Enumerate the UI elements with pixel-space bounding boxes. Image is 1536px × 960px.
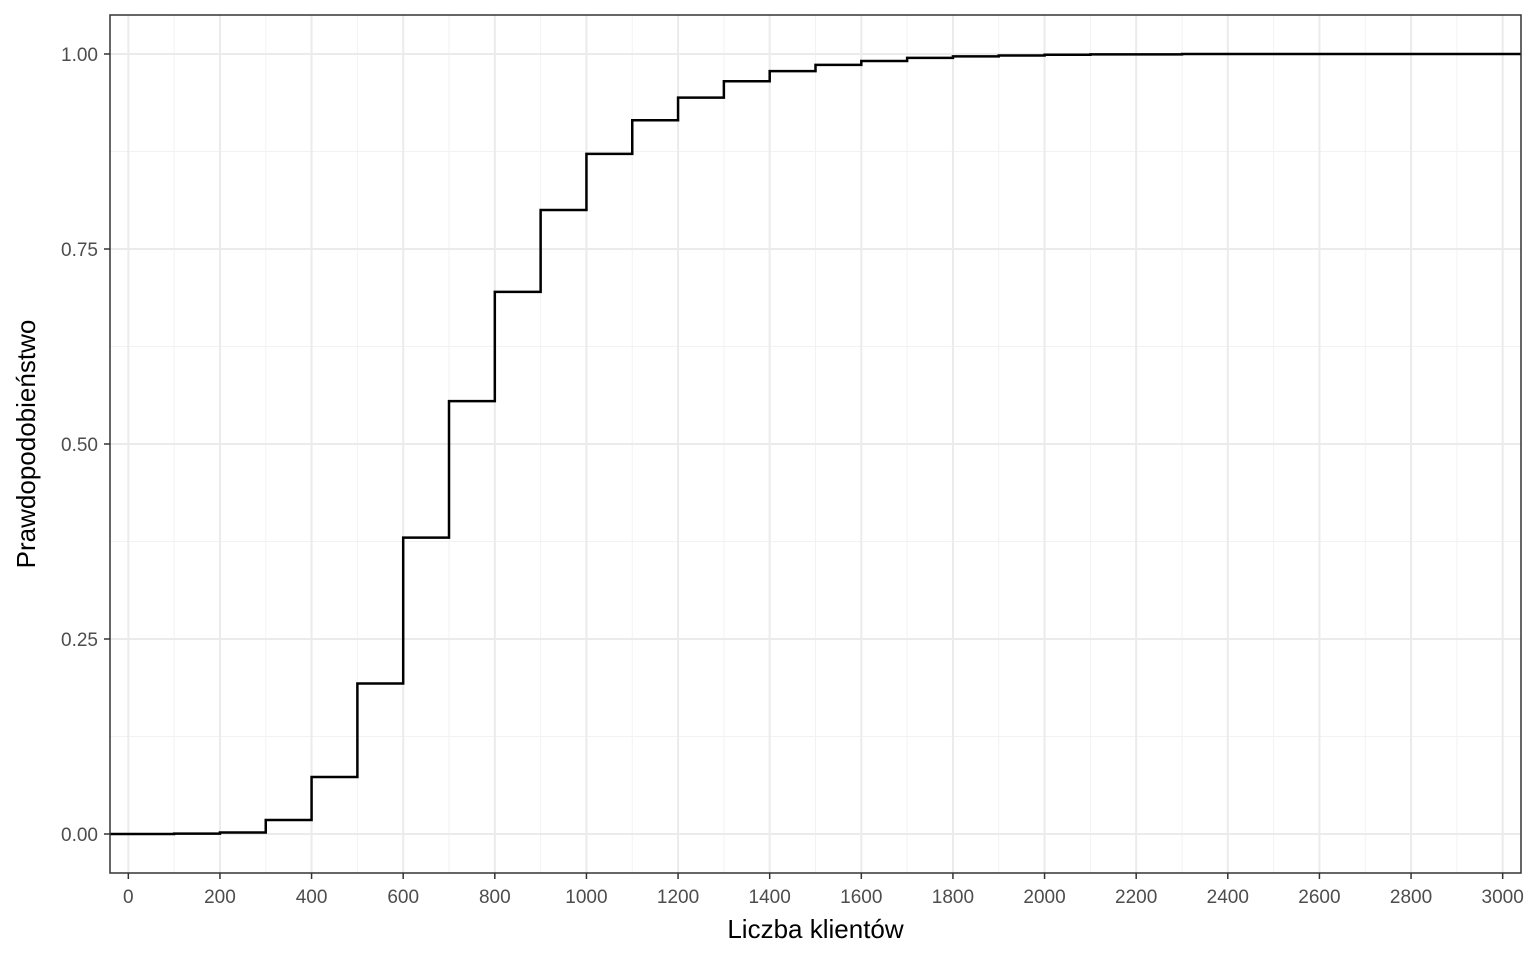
y-axis-ticks: 0.00 0.25 0.50 0.75 1.00 <box>61 45 110 846</box>
minor-gridlines-y <box>110 151 1521 737</box>
x-tick-label: 800 <box>479 887 511 908</box>
x-tick-label: 2600 <box>1298 887 1340 908</box>
y-tick-label: 0.00 <box>61 825 98 846</box>
x-tick-label: 1000 <box>565 887 607 908</box>
x-tick-label: 1800 <box>932 887 974 908</box>
x-tick-label: 2400 <box>1207 887 1249 908</box>
x-axis-ticks: 0 200 400 600 800 1000 1200 1400 1600 1800 2000 220… <box>123 873 1524 908</box>
major-gridlines-y <box>110 53 1521 835</box>
y-tick-label: 0.75 <box>61 240 98 261</box>
x-tick-label: 0 <box>123 887 134 908</box>
y-axis-title: Prawdopodobieństwo <box>11 320 41 569</box>
x-tick-label: 1400 <box>749 887 791 908</box>
y-tick-label: 1.00 <box>61 45 98 66</box>
x-tick-label: 400 <box>296 887 328 908</box>
x-axis-title: Liczba klientów <box>727 914 904 944</box>
y-tick-label: 0.25 <box>61 630 98 651</box>
y-tick-label: 0.50 <box>61 435 98 456</box>
x-tick-label: 2000 <box>1023 887 1065 908</box>
x-tick-label: 3000 <box>1482 887 1524 908</box>
x-tick-label: 600 <box>387 887 419 908</box>
x-tick-label: 200 <box>204 887 236 908</box>
ecdf-step-line <box>110 52 1521 836</box>
x-tick-label: 1200 <box>657 887 699 908</box>
x-tick-label: 1600 <box>840 887 882 908</box>
x-tick-label: 2800 <box>1390 887 1432 908</box>
x-tick-label: 2200 <box>1115 887 1157 908</box>
